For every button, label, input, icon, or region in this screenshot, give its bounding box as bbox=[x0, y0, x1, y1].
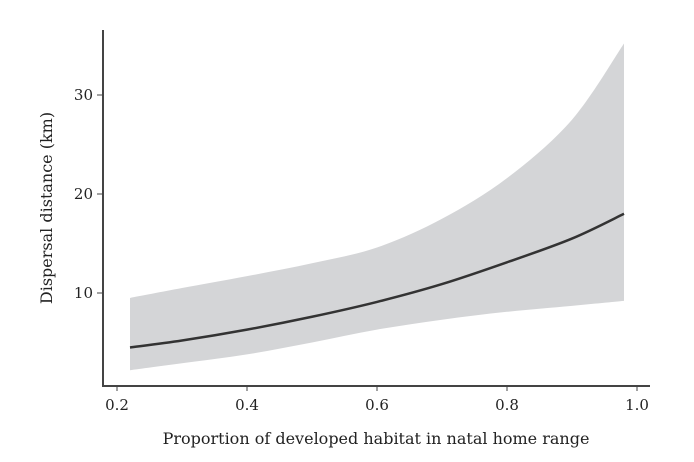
x-tick-label: 0.4 bbox=[235, 396, 259, 414]
fit-line bbox=[129, 212, 625, 349]
confidence-band bbox=[130, 43, 624, 371]
x-tick-label: 1.0 bbox=[625, 396, 649, 414]
x-tick-label: 0.8 bbox=[495, 396, 519, 414]
y-axis-title: Dispersal distance (km) bbox=[37, 112, 56, 304]
x-tick-label: 0.2 bbox=[105, 396, 129, 414]
x-axis-title: Proportion of developed habitat in natal… bbox=[163, 429, 590, 448]
y-tick-label: 30 bbox=[74, 86, 93, 104]
y-tick-label: 10 bbox=[74, 284, 93, 302]
y-tick-label: 20 bbox=[74, 185, 93, 203]
x-tick-label: 0.6 bbox=[365, 396, 389, 414]
